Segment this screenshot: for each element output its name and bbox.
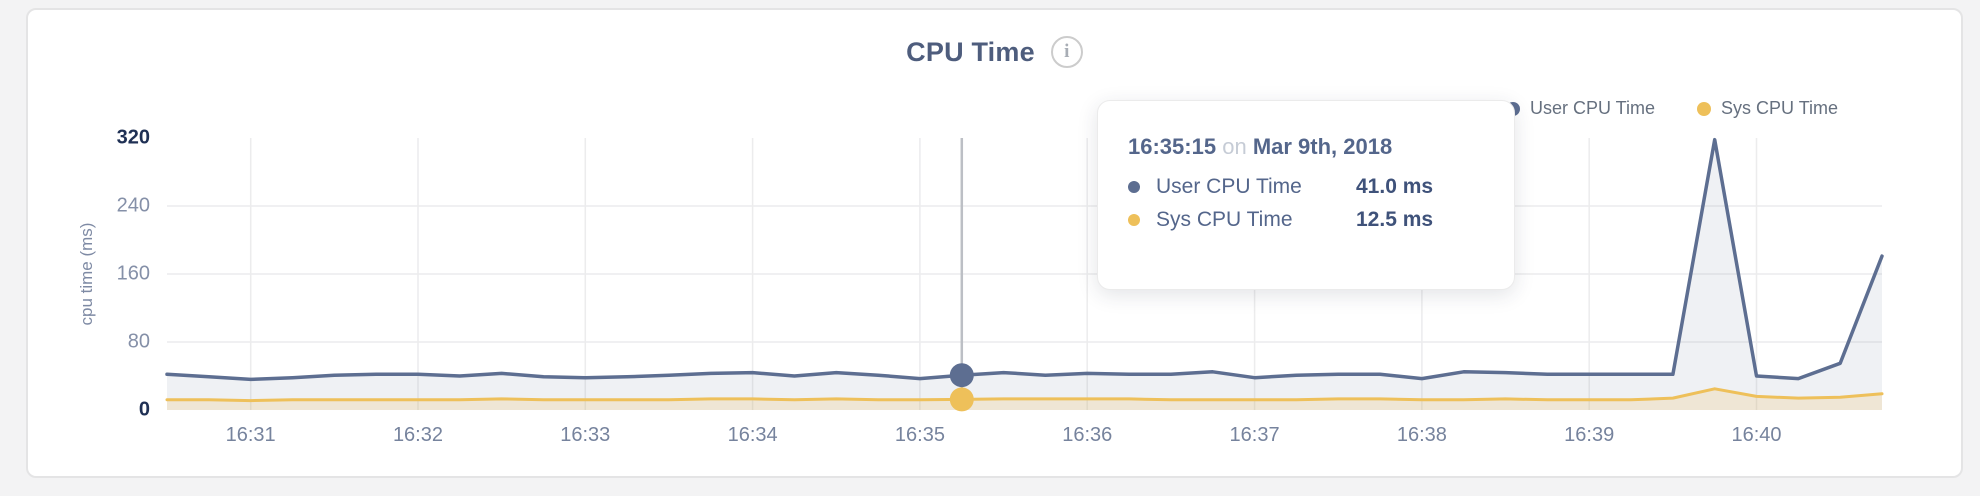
- legend-label-user: User CPU Time: [1530, 98, 1656, 118]
- chart-tooltip: 16:35:15 on Mar 9th, 2018 User CPU Time …: [1097, 100, 1515, 290]
- y-axis-label: 320: [116, 126, 150, 149]
- x-axis-label: 16:32: [392, 424, 443, 446]
- tooltip-label-user: User CPU Time: [1156, 175, 1302, 198]
- y-axis-label: 240: [116, 194, 150, 217]
- chart-header: CPU Time i: [28, 36, 1961, 68]
- x-axis-label: 16:37: [1229, 424, 1280, 446]
- x-axis-label: 16:31: [225, 424, 276, 446]
- user-cpu-line: [165, 137, 1884, 382]
- tooltip-date: Mar 9th, 2018: [1252, 134, 1393, 159]
- y-axis-label: 160: [116, 262, 150, 285]
- tooltip-label-sys: Sys CPU Time: [1156, 208, 1293, 231]
- sys-cpu-line: [165, 387, 1884, 403]
- legend-item-user-cpu-time[interactable]: User CPU Time: [1506, 98, 1655, 119]
- tooltip-title: 16:35:15 on Mar 9th, 2018: [1128, 134, 1484, 160]
- legend-label-sys: Sys CPU Time: [1721, 98, 1839, 118]
- legend-dot-sys-icon: [1697, 101, 1712, 116]
- x-axis-label: 16:39: [1564, 424, 1615, 446]
- plot-area[interactable]: cpu time (ms) 0 80 160 240 320 16:31 16:32 16:…: [77, 127, 1884, 446]
- chart-svg: [165, 137, 1884, 412]
- tooltip-row-user: User CPU Time 41.0 ms: [1128, 175, 1484, 199]
- x-axis-label: 16:33: [560, 424, 611, 446]
- x-axis-label: 16:40: [1731, 424, 1782, 446]
- tooltip-value-user: 41.0 ms: [1356, 175, 1434, 198]
- sys-hover-dot: [949, 387, 974, 412]
- tooltip-dot-sys-icon: [1128, 214, 1140, 226]
- chart-card: CPU Time i User CPU Time Sys CPU Time cp…: [26, 8, 1963, 478]
- legend: User CPU Time Sys CPU Time: [1506, 98, 1838, 119]
- info-icon[interactable]: i: [1050, 36, 1083, 68]
- x-axis-label: 16:36: [1062, 424, 1113, 446]
- x-axis-label: 16:34: [727, 424, 778, 446]
- y-axis-label: 0: [138, 398, 150, 421]
- user-hover-dot: [949, 363, 974, 388]
- tooltip-value-sys: 12.5 ms: [1356, 208, 1434, 231]
- tooltip-time: 16:35:15: [1128, 134, 1217, 159]
- tooltip-dot-user-icon: [1128, 181, 1140, 193]
- chart-title: CPU Time: [906, 36, 1035, 67]
- legend-item-sys-cpu-time[interactable]: Sys CPU Time: [1697, 98, 1838, 119]
- x-axis-label: 16:35: [894, 424, 945, 446]
- tooltip-row-sys: Sys CPU Time 12.5 ms: [1128, 208, 1484, 232]
- y-axis-label: 80: [127, 330, 150, 353]
- x-axis-label: 16:38: [1396, 424, 1447, 446]
- user-cpu-area: [167, 139, 1882, 410]
- tooltip-conjunction: on: [1222, 134, 1247, 159]
